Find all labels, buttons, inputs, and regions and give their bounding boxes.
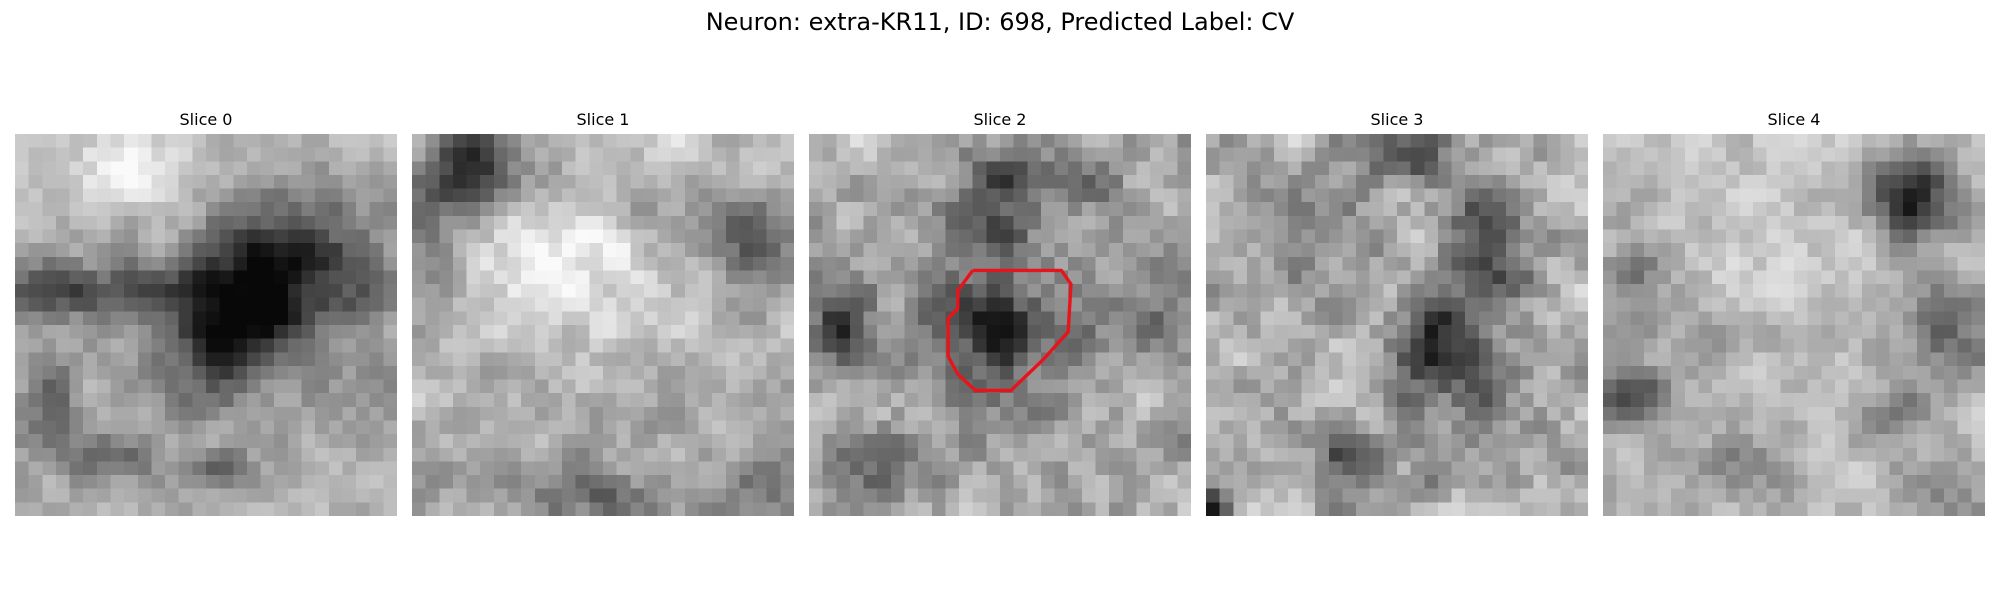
slice-panel-2: Slice 2 [809, 110, 1191, 516]
slice-title-0: Slice 0 [179, 110, 233, 129]
slice-title-2: Slice 2 [973, 110, 1027, 129]
slice-image-3 [1206, 134, 1588, 516]
figure-title: Neuron: extra-KR11, ID: 698, Predicted L… [705, 8, 1295, 36]
slice-image-0 [15, 134, 397, 516]
segmentation-contour [946, 268, 1073, 393]
slice-title-1: Slice 1 [576, 110, 630, 129]
slice-panel-4: Slice 4 [1603, 110, 1985, 516]
slice-panel-1: Slice 1 [412, 110, 794, 516]
slice-panel-0: Slice 0 [15, 110, 397, 516]
slice-panel-3: Slice 3 [1206, 110, 1588, 516]
slice-title-3: Slice 3 [1370, 110, 1424, 129]
slice-title-4: Slice 4 [1767, 110, 1821, 129]
slice-image-4 [1603, 134, 1985, 516]
slice-image-1 [412, 134, 794, 516]
slice-image-2 [809, 134, 1191, 516]
